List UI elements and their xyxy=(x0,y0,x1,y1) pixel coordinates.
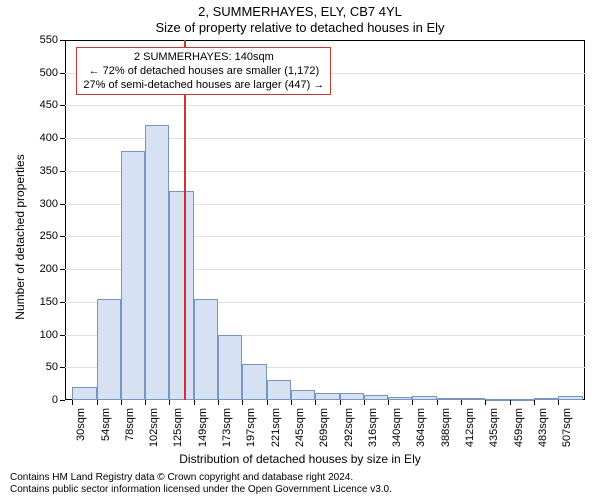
x-tick xyxy=(169,400,170,405)
histogram-bar xyxy=(121,151,145,400)
x-tick-label: 316sqm xyxy=(368,408,379,458)
y-tick xyxy=(60,269,65,270)
x-tick-label: 245sqm xyxy=(295,408,306,458)
gridline xyxy=(65,105,585,106)
x-tick-label: 412sqm xyxy=(465,408,476,458)
histogram-bar xyxy=(291,390,315,400)
x-tick xyxy=(97,400,98,405)
x-tick xyxy=(194,400,195,405)
histogram-bar xyxy=(485,399,509,401)
y-tick-label: 100 xyxy=(30,330,58,341)
x-tick xyxy=(291,400,292,405)
x-tick-label: 30sqm xyxy=(76,408,87,458)
y-tick-label: 550 xyxy=(30,35,58,46)
histogram-bar xyxy=(72,387,96,400)
histogram-bar xyxy=(169,191,193,400)
y-tick-label: 50 xyxy=(30,362,58,373)
x-tick xyxy=(510,400,511,405)
x-tick-label: 507sqm xyxy=(562,408,573,458)
x-tick xyxy=(485,400,486,405)
y-tick-label: 400 xyxy=(30,133,58,144)
footer-line1: Contains HM Land Registry data © Crown c… xyxy=(10,472,353,483)
x-tick xyxy=(437,400,438,405)
histogram-bar xyxy=(437,398,461,400)
x-tick-label: 78sqm xyxy=(125,408,136,458)
histogram-bar xyxy=(388,397,412,400)
x-tick xyxy=(412,400,413,405)
y-tick xyxy=(60,236,65,237)
y-tick-label: 300 xyxy=(30,199,58,210)
y-tick-label: 350 xyxy=(30,166,58,177)
histogram-bar xyxy=(97,299,121,400)
x-tick xyxy=(364,400,365,405)
histogram-bar xyxy=(534,398,558,400)
x-tick xyxy=(72,400,73,405)
x-tick xyxy=(315,400,316,405)
annotation-line: 27% of semi-detached houses are larger (… xyxy=(83,78,324,92)
y-tick xyxy=(60,204,65,205)
y-tick xyxy=(60,105,65,106)
histogram-bar xyxy=(267,380,291,400)
y-tick xyxy=(60,73,65,74)
y-tick xyxy=(60,400,65,401)
footer-line2: Contains public sector information licen… xyxy=(10,484,392,495)
y-tick-label: 500 xyxy=(30,68,58,79)
x-tick-label: 435sqm xyxy=(489,408,500,458)
title-line2: Size of property relative to detached ho… xyxy=(0,20,600,35)
gridline xyxy=(65,138,585,139)
x-tick-label: 388sqm xyxy=(441,408,452,458)
histogram-bar xyxy=(340,393,364,400)
histogram-bar xyxy=(218,335,242,400)
histogram-bar xyxy=(558,396,582,400)
x-tick-label: 149sqm xyxy=(198,408,209,458)
x-tick xyxy=(388,400,389,405)
annotation-line: ← 72% of detached houses are smaller (1,… xyxy=(83,64,324,78)
x-tick xyxy=(121,400,122,405)
x-tick-label: 364sqm xyxy=(416,408,427,458)
x-tick xyxy=(534,400,535,405)
x-tick xyxy=(242,400,243,405)
y-tick xyxy=(60,302,65,303)
x-tick-label: 221sqm xyxy=(271,408,282,458)
histogram-bar xyxy=(510,399,534,401)
histogram-bar xyxy=(364,395,388,400)
histogram-bar xyxy=(194,299,218,400)
y-tick-label: 200 xyxy=(30,264,58,275)
x-tick-label: 269sqm xyxy=(319,408,330,458)
y-tick-label: 150 xyxy=(30,297,58,308)
histogram-bar xyxy=(412,396,436,400)
x-tick xyxy=(461,400,462,405)
x-tick xyxy=(558,400,559,405)
chart-container: 2, SUMMERHAYES, ELY, CB7 4YL Size of pro… xyxy=(0,0,600,500)
histogram-bar xyxy=(315,393,339,400)
x-tick-label: 54sqm xyxy=(101,408,112,458)
annotation-box: 2 SUMMERHAYES: 140sqm← 72% of detached h… xyxy=(76,47,331,95)
x-tick-label: 125sqm xyxy=(173,408,184,458)
histogram-bar xyxy=(242,364,266,400)
y-axis-label: Number of detached properties xyxy=(13,127,27,347)
y-tick xyxy=(60,171,65,172)
y-tick xyxy=(60,138,65,139)
x-tick xyxy=(340,400,341,405)
y-tick xyxy=(60,40,65,41)
x-tick-label: 292sqm xyxy=(344,408,355,458)
x-tick xyxy=(145,400,146,405)
x-tick-label: 459sqm xyxy=(514,408,525,458)
y-tick-label: 450 xyxy=(30,100,58,111)
x-tick-label: 197sqm xyxy=(246,408,257,458)
y-tick-label: 0 xyxy=(30,395,58,406)
annotation-line: 2 SUMMERHAYES: 140sqm xyxy=(83,50,324,64)
histogram-bar xyxy=(461,398,485,400)
histogram-bar xyxy=(145,125,169,400)
x-tick-label: 340sqm xyxy=(392,408,403,458)
title-line1: 2, SUMMERHAYES, ELY, CB7 4YL xyxy=(0,4,600,19)
x-tick xyxy=(218,400,219,405)
y-tick xyxy=(60,335,65,336)
x-tick-label: 173sqm xyxy=(222,408,233,458)
y-tick xyxy=(60,367,65,368)
x-tick xyxy=(267,400,268,405)
y-tick-label: 250 xyxy=(30,231,58,242)
x-tick-label: 102sqm xyxy=(149,408,160,458)
x-tick-label: 483sqm xyxy=(538,408,549,458)
